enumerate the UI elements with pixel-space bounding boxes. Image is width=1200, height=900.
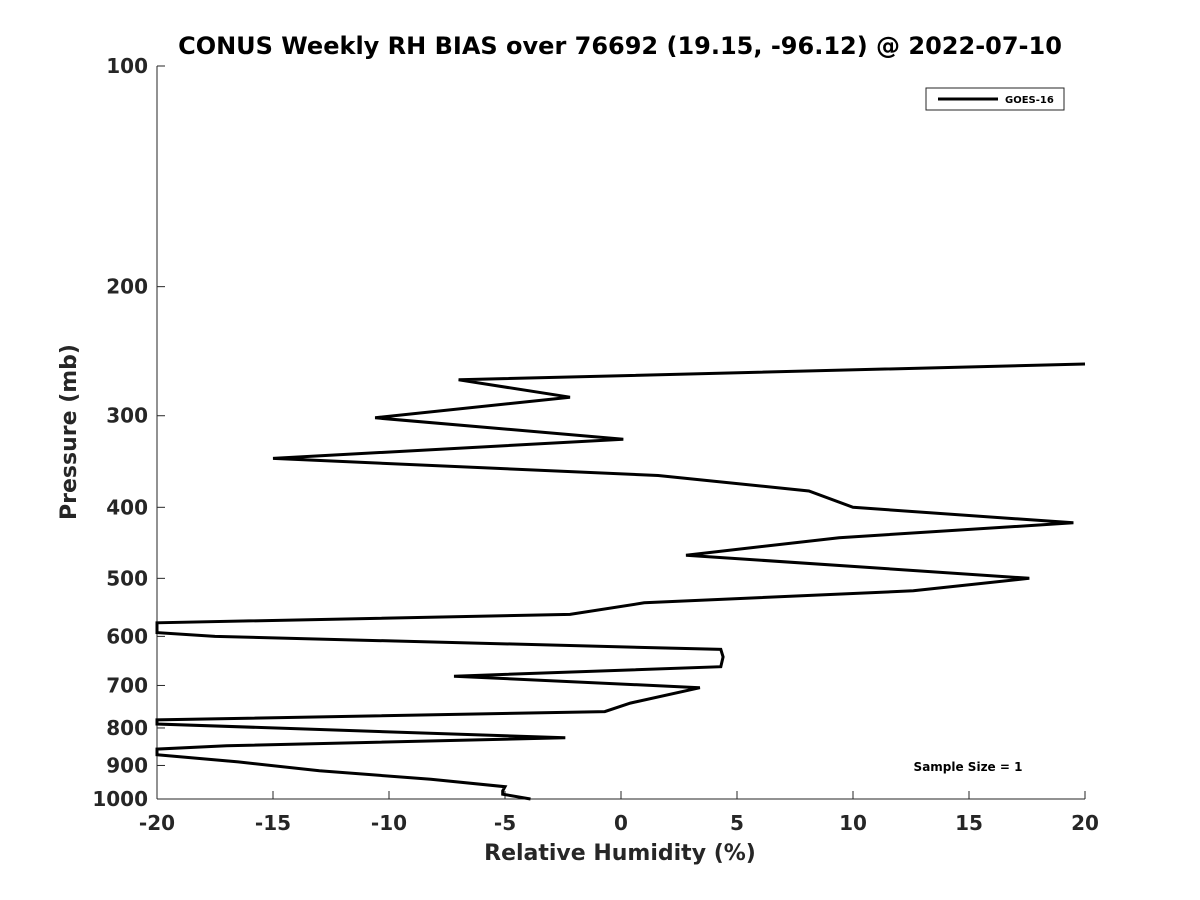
x-tick-label: 15 [955, 811, 983, 835]
y-tick-label: 900 [106, 753, 148, 777]
x-tick-label: -20 [139, 811, 175, 835]
y-tick-label: 800 [106, 716, 148, 740]
axis-ticks: -20 -15 -10 -5 0 5 10 15 20 100 200 300 400 500 600 700… [92, 54, 1099, 835]
x-tick-label: 5 [730, 811, 744, 835]
x-tick-label: -15 [255, 811, 291, 835]
sample-size-annotation: Sample Size = 1 [914, 760, 1023, 774]
y-tick-label: 400 [106, 495, 148, 519]
x-tick-label: -5 [494, 811, 516, 835]
y-tick-label: 500 [106, 566, 148, 590]
y-tick-label: 200 [106, 275, 148, 299]
series-layer [155, 362, 1086, 801]
x-tick-label: -10 [371, 811, 407, 835]
legend-label-goes-16: GOES-16 [1005, 95, 1054, 106]
y-tick-label: 100 [106, 54, 148, 78]
chart-title: CONUS Weekly RH BIAS over 76692 (19.15, … [178, 32, 1062, 60]
y-tick-label: 1000 [92, 787, 148, 811]
x-tick-label: 0 [614, 811, 628, 835]
x-axis-label: Relative Humidity (%) [484, 841, 756, 866]
x-tick-label: 20 [1071, 811, 1099, 835]
y-axis-label: Pressure (mb) [57, 344, 82, 520]
y-tick-label: 600 [106, 624, 148, 648]
legend: GOES-16 [925, 87, 1065, 111]
y-tick-label: 700 [106, 673, 148, 697]
x-tick-label: 10 [839, 811, 867, 835]
series-line-goes-16 [155, 362, 1086, 801]
y-tick-label: 300 [106, 404, 148, 428]
